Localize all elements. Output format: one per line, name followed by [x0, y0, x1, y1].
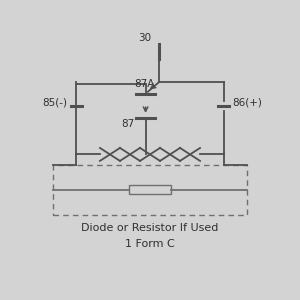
- Bar: [129, 185, 171, 194]
- Text: 87A: 87A: [134, 79, 155, 89]
- Text: 85(-): 85(-): [43, 98, 68, 108]
- Text: 86(+): 86(+): [232, 98, 262, 108]
- Text: 1 Form C: 1 Form C: [125, 239, 175, 249]
- Bar: [53, 165, 247, 215]
- Text: 30: 30: [138, 32, 152, 43]
- Text: 87: 87: [121, 119, 134, 129]
- Text: Diode or Resistor If Used: Diode or Resistor If Used: [81, 223, 219, 233]
